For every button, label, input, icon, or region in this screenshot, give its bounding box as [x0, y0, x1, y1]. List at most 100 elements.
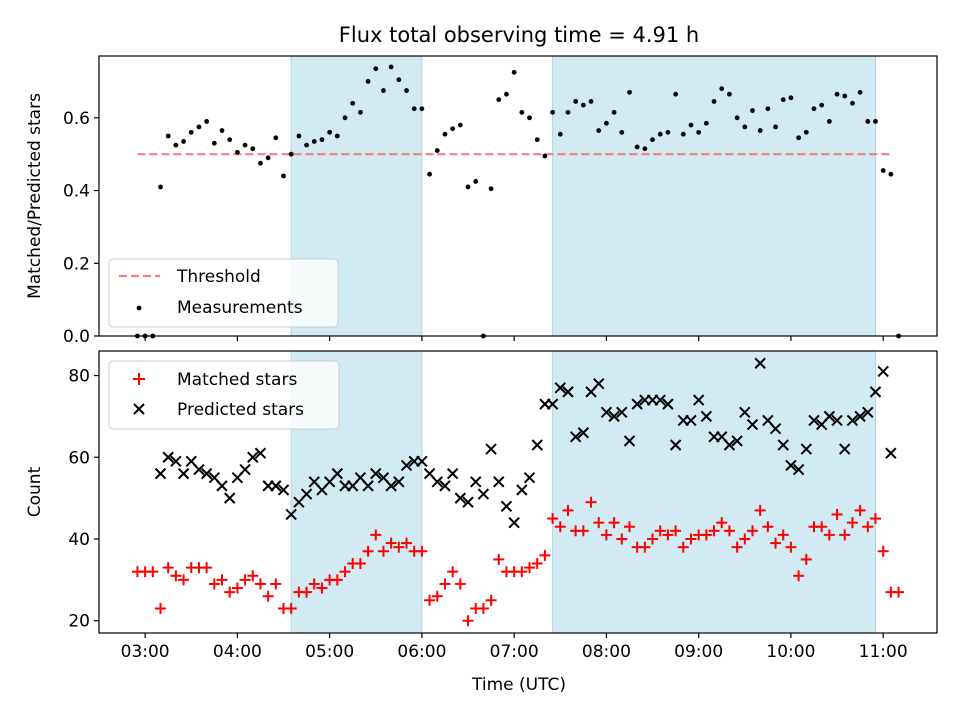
measurement-point	[373, 66, 379, 72]
predicted-point	[593, 377, 605, 390]
matched-point	[439, 578, 451, 590]
measurement-point	[404, 88, 409, 93]
measurement-point	[573, 99, 579, 104]
plot-frame	[98, 55, 938, 337]
matched-stars-series	[131, 496, 905, 627]
y-tick-label: 0.4	[63, 182, 90, 202]
predicted-point	[446, 467, 459, 480]
matched-point	[431, 590, 443, 602]
measurement-point	[696, 129, 702, 135]
y-tick-label: 0.2	[63, 254, 90, 274]
matched-point	[593, 517, 605, 529]
measurement-point	[742, 124, 748, 130]
predicted-point	[569, 431, 582, 443]
measurement-point	[703, 120, 709, 126]
measurement-point	[411, 106, 417, 112]
matched-point	[554, 521, 566, 533]
measurement-point	[519, 109, 525, 115]
predicted-point	[685, 414, 697, 427]
x-tick-label: 05:00	[305, 642, 354, 662]
matched-point	[708, 525, 720, 537]
predicted-point	[608, 410, 620, 423]
predicted-point	[277, 484, 290, 496]
predicted-point	[554, 382, 566, 394]
matched-point	[800, 553, 812, 565]
matched-point	[516, 566, 528, 578]
measurement-point	[204, 119, 210, 124]
measurement-point	[158, 184, 163, 190]
predicted-point	[247, 451, 259, 463]
legend-matched-label: Matched stars	[177, 370, 297, 390]
measurement-point	[327, 129, 333, 135]
measurement-point	[619, 129, 625, 135]
measurement-point	[880, 168, 886, 173]
x-tick-label: 09:00	[674, 642, 723, 662]
predicted-point	[623, 435, 636, 447]
legend-predicted-swatch	[133, 403, 145, 415]
measurement-point	[496, 97, 502, 103]
matched-point	[162, 562, 174, 574]
predicted-point	[270, 480, 282, 492]
measurement-point	[611, 109, 617, 115]
measurement-point	[642, 146, 648, 152]
matched-point	[477, 602, 489, 614]
matched-point	[623, 521, 635, 533]
legend-measurement-swatch	[136, 305, 142, 311]
measurement-point	[419, 106, 425, 112]
matched-point	[354, 558, 366, 570]
measurement-point	[680, 131, 686, 137]
measurement-point	[281, 173, 286, 179]
predicted-point	[193, 463, 205, 476]
predicted-point	[731, 435, 743, 447]
measurement-point	[850, 100, 855, 106]
matched-point	[339, 566, 351, 578]
x-tick-label: 08:00	[582, 642, 631, 662]
matched-point	[585, 496, 597, 508]
matched-point	[562, 504, 574, 516]
predicted-point	[662, 398, 674, 410]
predicted-point	[385, 480, 397, 492]
matched-point	[739, 533, 751, 545]
matched-point	[608, 517, 620, 529]
measurement-point	[750, 108, 755, 113]
predicted-point	[831, 414, 843, 427]
matched-point	[816, 521, 828, 533]
measurement-point	[488, 186, 494, 192]
measurement-point	[434, 148, 440, 153]
predicted-point	[254, 447, 267, 459]
x-axis-label: Time (UTC)	[471, 675, 566, 695]
predicted-point	[616, 406, 628, 419]
matched-point	[600, 529, 612, 541]
x-tick-label: 04:00	[213, 642, 262, 662]
measurement-point	[627, 89, 632, 95]
y-tick-label: 20	[68, 612, 90, 632]
predicted-point	[162, 451, 174, 463]
measurement-point	[450, 126, 456, 132]
matched-point	[639, 541, 651, 553]
predicted-point	[400, 459, 413, 472]
matched-point	[216, 574, 228, 586]
matched-point	[393, 541, 405, 553]
legend-predicted-label: Predicted stars	[177, 400, 304, 420]
measurement-point	[227, 137, 233, 143]
predicted-stars-series	[154, 357, 897, 529]
matched-point	[331, 574, 343, 586]
matched-point	[254, 578, 266, 590]
matched-point	[700, 529, 712, 541]
measurement-point	[311, 139, 317, 144]
matched-point	[777, 529, 789, 541]
matched-point	[846, 517, 858, 529]
measurement-point	[534, 137, 540, 143]
measurement-point	[873, 119, 878, 124]
measurement-point	[803, 129, 809, 135]
predicted-point	[577, 427, 590, 439]
predicted-point	[508, 516, 520, 529]
measurement-point	[834, 91, 840, 97]
matched-point	[539, 549, 551, 561]
matched-point	[485, 594, 497, 606]
y-tick-label: 0.0	[63, 327, 90, 347]
legend-matched-swatch	[133, 373, 145, 385]
matched-point	[362, 545, 374, 557]
measurement-point	[634, 144, 640, 150]
